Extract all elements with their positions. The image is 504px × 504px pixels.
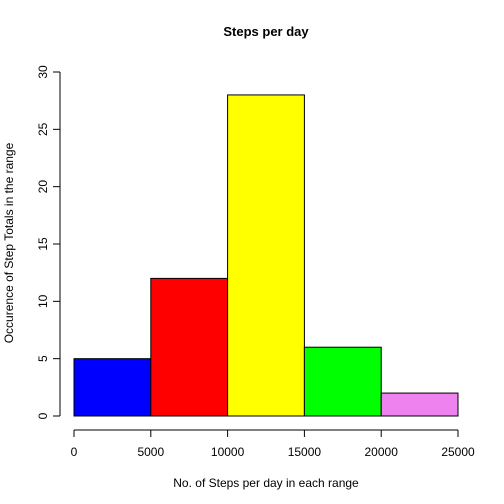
y-tick-label: 20 — [36, 180, 50, 194]
x-axis-label: No. of Steps per day in each range — [173, 476, 359, 490]
x-tick-label: 15000 — [288, 445, 322, 459]
x-tick-label: 10000 — [211, 445, 245, 459]
histogram-bar-2 — [151, 278, 228, 416]
x-tick-label: 25000 — [441, 445, 475, 459]
x-axis: 0 5000 10000 15000 20000 25000 — [71, 430, 475, 459]
y-tick-label: 0 — [36, 412, 50, 419]
histogram-bar-1 — [74, 359, 151, 416]
y-tick-label: 15 — [36, 237, 50, 251]
x-tick-label: 20000 — [365, 445, 399, 459]
y-axis: 0 5 10 15 20 25 30 — [36, 65, 60, 419]
histogram-bar-5 — [381, 393, 458, 416]
y-tick-label: 5 — [36, 355, 50, 362]
chart-title: Steps per day — [223, 24, 309, 39]
bars-group — [74, 95, 458, 416]
y-tick-label: 25 — [36, 122, 50, 136]
histogram-bar-3 — [228, 95, 305, 416]
y-axis-label: Occurence of Step Totals in the range — [2, 142, 16, 343]
x-tick-label: 0 — [71, 445, 78, 459]
x-tick-label: 5000 — [137, 445, 164, 459]
y-tick-label: 10 — [36, 294, 50, 308]
y-tick-label: 30 — [36, 65, 50, 79]
histogram-bar-4 — [304, 347, 381, 416]
